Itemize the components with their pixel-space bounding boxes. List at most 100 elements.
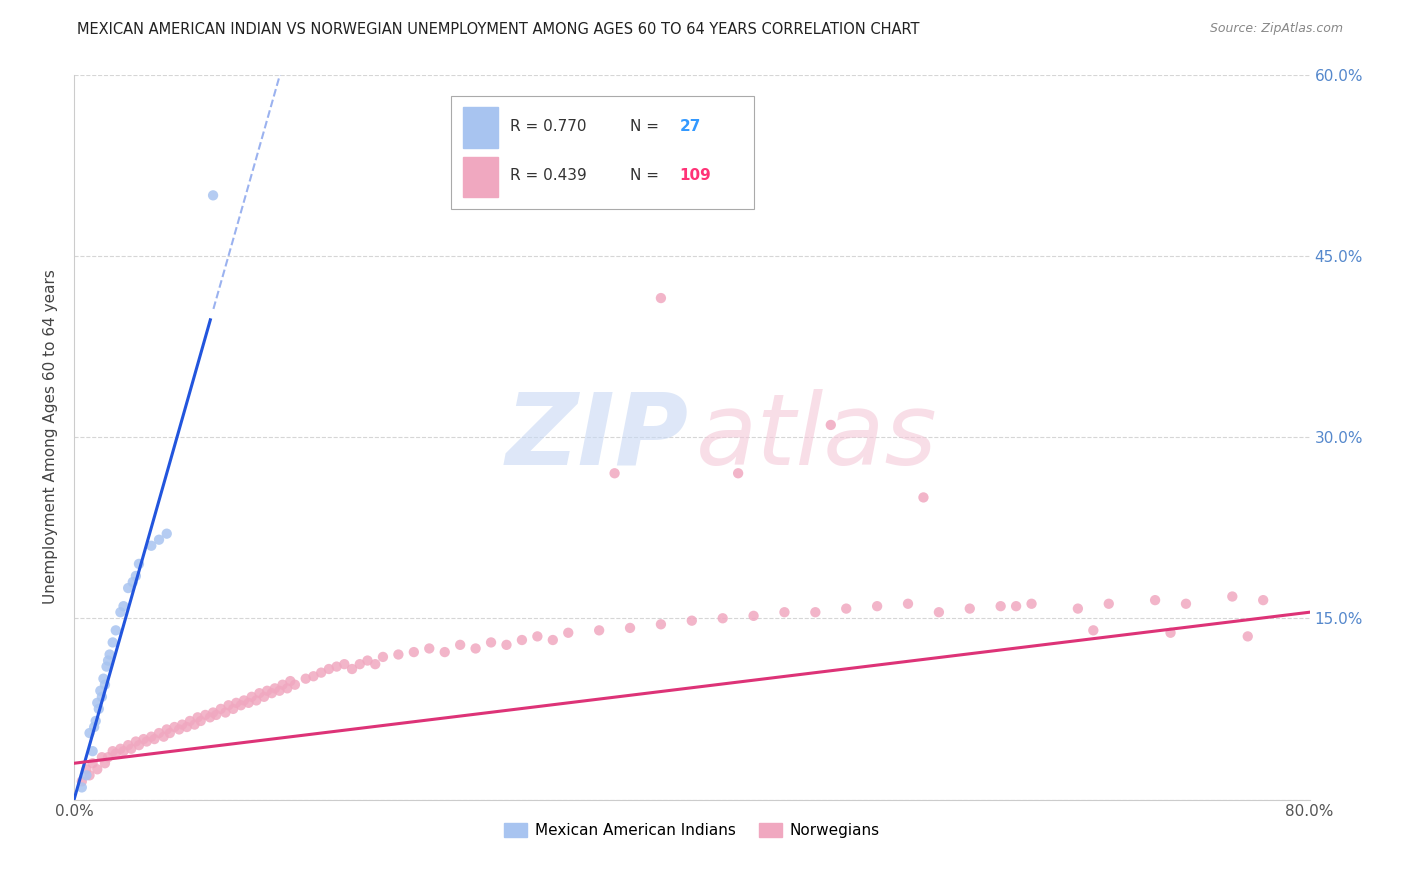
Point: [163, 720, 186, 734]
Text: N =: N =: [630, 169, 664, 183]
Point: [125, 569, 148, 583]
Point: [152, 730, 174, 744]
Point: [83, 720, 105, 734]
Point: [603, 467, 626, 481]
Point: [82, 744, 104, 758]
Text: atlas: atlas: [696, 389, 938, 485]
Point: [183, 717, 205, 731]
Point: [333, 657, 356, 672]
Point: [82, 756, 104, 771]
Point: [1236, 629, 1258, 643]
FancyBboxPatch shape: [451, 96, 754, 209]
Point: [110, 741, 132, 756]
Point: [276, 681, 298, 696]
Point: [79, 726, 101, 740]
Point: [959, 601, 981, 615]
Point: [233, 693, 256, 707]
Point: [804, 605, 827, 619]
Point: [464, 641, 486, 656]
Point: [253, 690, 276, 704]
Point: [1083, 624, 1105, 638]
Point: [247, 686, 270, 700]
Point: [214, 706, 236, 720]
Point: [205, 707, 228, 722]
Point: [269, 683, 291, 698]
Point: [619, 621, 641, 635]
Point: [86, 762, 108, 776]
Point: [1067, 601, 1090, 615]
Point: [1160, 625, 1182, 640]
Point: [104, 624, 127, 638]
Point: [94, 756, 117, 771]
Point: [349, 657, 371, 672]
Point: [209, 702, 232, 716]
Point: [318, 662, 340, 676]
Point: [110, 605, 132, 619]
Point: [194, 707, 217, 722]
Point: [245, 693, 267, 707]
Point: [132, 732, 155, 747]
Point: [479, 635, 502, 649]
Point: [104, 747, 127, 761]
Point: [112, 599, 135, 614]
Point: [176, 720, 198, 734]
Point: [70, 780, 93, 795]
Point: [727, 467, 749, 481]
Point: [650, 617, 672, 632]
Point: [402, 645, 425, 659]
Point: [97, 750, 120, 764]
Point: [356, 654, 378, 668]
Point: [928, 605, 950, 619]
Point: [1220, 590, 1243, 604]
Point: [96, 659, 118, 673]
Text: R = 0.439: R = 0.439: [510, 169, 586, 183]
Text: ZIP: ZIP: [505, 389, 688, 485]
Point: [222, 702, 245, 716]
Point: [117, 738, 139, 752]
Point: [364, 657, 387, 672]
Point: [167, 723, 190, 737]
Point: [135, 734, 157, 748]
Point: [371, 649, 394, 664]
Point: [198, 710, 221, 724]
Point: [117, 581, 139, 595]
Point: [681, 614, 703, 628]
Point: [148, 726, 170, 740]
Point: [93, 672, 115, 686]
Point: [309, 665, 332, 680]
Point: [101, 744, 124, 758]
Point: [588, 624, 610, 638]
Text: 27: 27: [679, 119, 700, 134]
Point: [101, 635, 124, 649]
Point: [271, 678, 294, 692]
Point: [187, 710, 209, 724]
Point: [141, 539, 163, 553]
Text: MEXICAN AMERICAN INDIAN VS NORWEGIAN UNEMPLOYMENT AMONG AGES 60 TO 64 YEARS CORR: MEXICAN AMERICAN INDIAN VS NORWEGIAN UNE…: [77, 22, 920, 37]
Point: [89, 683, 111, 698]
Point: [121, 574, 143, 589]
Point: [912, 491, 935, 505]
Point: [148, 533, 170, 547]
Point: [835, 601, 858, 615]
Point: [256, 683, 278, 698]
Point: [260, 686, 283, 700]
Point: [340, 662, 363, 676]
Point: [820, 417, 842, 432]
Point: [278, 674, 301, 689]
Point: [128, 738, 150, 752]
Point: [112, 744, 135, 758]
Point: [156, 723, 179, 737]
Bar: [463, 157, 498, 197]
Point: [1021, 597, 1043, 611]
Point: [159, 726, 181, 740]
Point: [75, 762, 97, 776]
Point: [650, 291, 672, 305]
Point: [387, 648, 409, 662]
Point: [294, 672, 316, 686]
Point: [90, 750, 112, 764]
Point: [86, 696, 108, 710]
Point: [225, 696, 247, 710]
Text: N =: N =: [630, 119, 664, 134]
Point: [1098, 597, 1121, 611]
Point: [238, 696, 260, 710]
